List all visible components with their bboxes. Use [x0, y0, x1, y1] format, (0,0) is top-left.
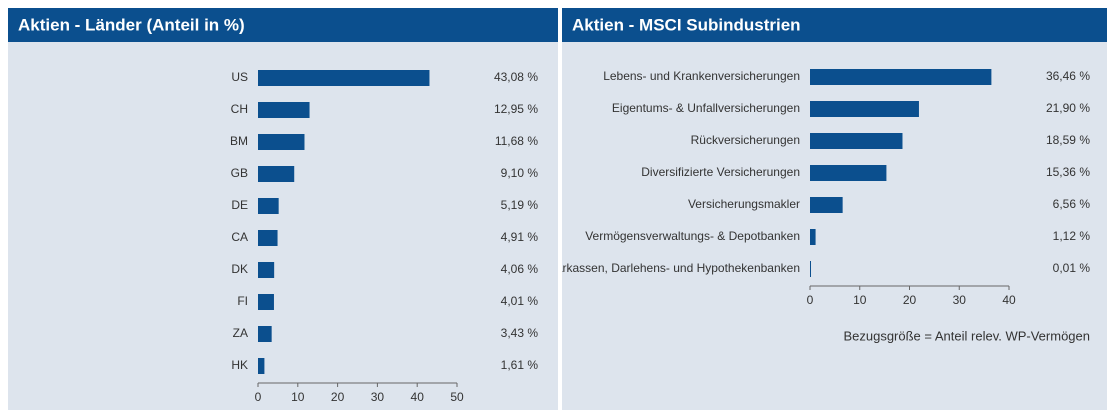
value-label: 6,56 % — [1053, 197, 1091, 211]
x-tick-label: 50 — [450, 390, 464, 404]
note: Bezugsgröße = Anteil relev. WP-Vermögen — [843, 328, 1090, 343]
category-label: DK — [231, 262, 248, 276]
category-label: Eigentums- & Unfallversicherungen — [612, 101, 800, 115]
category-label: FI — [237, 294, 248, 308]
value-label: 36,46 % — [1046, 69, 1090, 83]
bar — [810, 261, 811, 277]
chart-title: Aktien - MSCI Subindustrien — [572, 15, 801, 34]
bar — [810, 197, 843, 213]
chart-title: Aktien - Länder (Anteil in %) — [18, 15, 245, 34]
value-label: 9,10 % — [501, 166, 539, 180]
bar — [258, 262, 275, 278]
panel-header — [8, 8, 558, 42]
category-label: GB — [231, 166, 248, 180]
bar — [810, 165, 887, 181]
value-label: 5,19 % — [501, 198, 539, 212]
x-tick-label: 20 — [331, 390, 345, 404]
bar — [258, 230, 278, 246]
x-tick-label: 20 — [903, 293, 917, 307]
x-tick-label: 30 — [371, 390, 385, 404]
x-tick-label: 30 — [953, 293, 967, 307]
category-label: Sparkassen, Darlehens- und Hypothekenban… — [541, 261, 800, 275]
bar — [810, 133, 903, 149]
bar — [810, 101, 919, 117]
x-tick-label: 0 — [807, 293, 814, 307]
bar — [258, 134, 305, 150]
panel — [8, 8, 558, 410]
bar — [258, 102, 310, 118]
bar — [258, 358, 265, 374]
bar — [258, 166, 295, 182]
value-label: 18,59 % — [1046, 133, 1090, 147]
category-label: ZA — [233, 326, 248, 340]
bar — [258, 326, 272, 342]
value-label: 11,68 % — [495, 134, 538, 148]
value-label: 3,43 % — [501, 326, 539, 340]
x-tick-label: 0 — [255, 390, 262, 404]
panel-header — [562, 8, 1107, 42]
category-label: US — [231, 70, 248, 84]
value-label: 21,90 % — [1046, 101, 1090, 115]
x-tick-label: 10 — [291, 390, 305, 404]
category-label: Versicherungsmakler — [688, 197, 800, 211]
category-label: DE — [231, 198, 248, 212]
value-label: 0,01 % — [1053, 261, 1091, 275]
category-label: CH — [231, 102, 248, 116]
category-label: CA — [231, 230, 248, 244]
x-tick-label: 40 — [1002, 293, 1016, 307]
bar — [258, 294, 274, 310]
category-label: BM — [230, 134, 248, 148]
value-label: 43,08 % — [494, 70, 538, 84]
bar — [810, 69, 992, 85]
category-label: Diversifizierte Versicherungen — [641, 165, 800, 179]
value-label: 4,91 % — [501, 230, 539, 244]
category-label: Vermögensverwaltungs- & Depotbanken — [585, 229, 800, 243]
x-tick-label: 10 — [853, 293, 867, 307]
value-label: 1,12 % — [1053, 229, 1091, 243]
value-label: 4,06 % — [501, 262, 539, 276]
bar — [258, 70, 430, 86]
category-label: HK — [231, 358, 248, 372]
value-label: 15,36 % — [1046, 165, 1090, 179]
category-label: Rückversicherungen — [691, 133, 800, 147]
bar — [258, 198, 279, 214]
x-tick-label: 40 — [411, 390, 425, 404]
value-label: 12,95 % — [494, 102, 538, 116]
value-label: 4,01 % — [501, 294, 539, 308]
category-label: Lebens- und Krankenversicherungen — [603, 69, 800, 83]
value-label: 1,61 % — [501, 358, 539, 372]
bar — [810, 229, 816, 245]
